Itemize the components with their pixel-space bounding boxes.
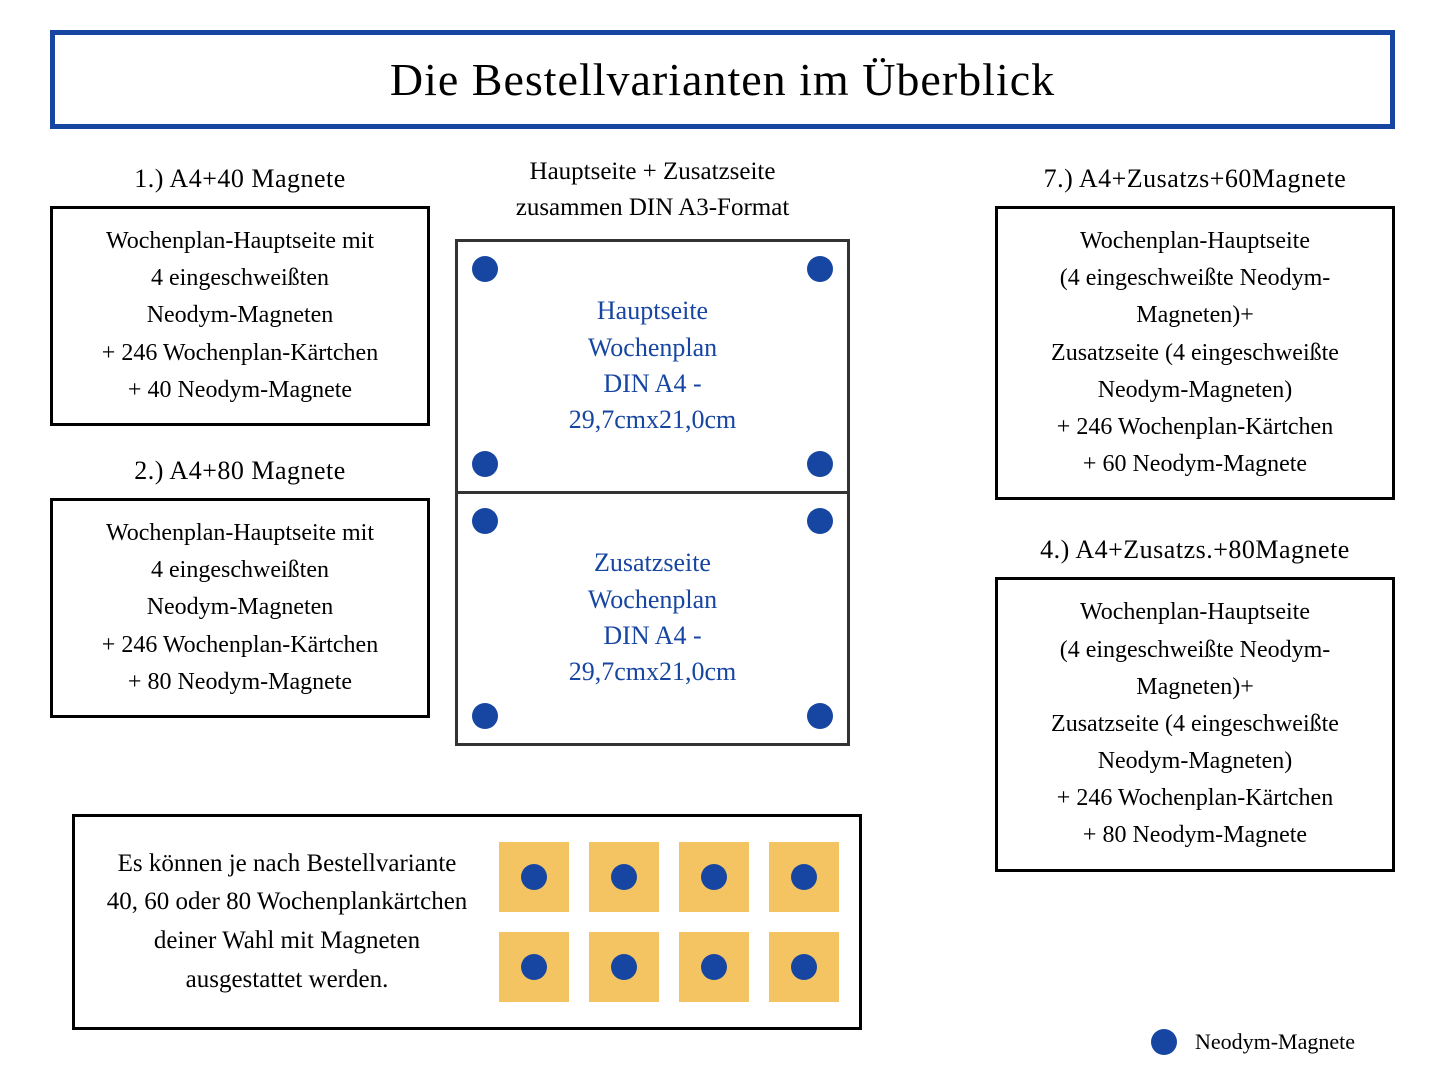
title-box: Die Bestellvarianten im Überblick (50, 30, 1395, 129)
magnet-dot-icon (1151, 1029, 1177, 1055)
hauptseite-box: Hauptseite Wochenplan DIN A4 - 29,7cmx21… (455, 239, 850, 494)
option-7-box: Wochenplan-Hauptseite (4 eingeschweißte … (995, 206, 1395, 500)
option-7-title: 7.) A4+Zusatzs+60Magnete (995, 164, 1395, 194)
legend: Neodym-Magnete (1151, 1029, 1355, 1055)
page-label: Zusatzseite Wochenplan DIN A4 - 29,7cmx2… (569, 545, 737, 691)
text-line: + 80 Neodym-Magnete (1016, 817, 1374, 854)
magnet-dot-icon (807, 256, 833, 282)
card-item (769, 932, 839, 1002)
magnet-dot-icon (791, 864, 817, 890)
text-line: 4 eingeschweißten (71, 260, 409, 297)
text-line: Hauptseite (569, 293, 737, 329)
bottom-text: Es können je nach Bestellvariante 40, 60… (95, 845, 479, 1000)
text-line: 29,7cmx21,0cm (569, 654, 737, 690)
text-line: Neodym-Magneten (71, 589, 409, 626)
option-1-box: Wochenplan-Hauptseite mit 4 eingeschweiß… (50, 206, 430, 426)
option-1: 1.) A4+40 Magnete Wochenplan-Hauptseite … (50, 164, 430, 426)
text-line: (4 eingeschweißte Neodym- (1016, 632, 1374, 669)
text-line: Es können je nach Bestellvariante (95, 845, 479, 884)
magnet-dot-icon (521, 864, 547, 890)
text-line: ausgestattet werden. (95, 961, 479, 1000)
text-line: Wochenplan-Hauptseite mit (71, 223, 409, 260)
option-4-box: Wochenplan-Hauptseite (4 eingeschweißte … (995, 577, 1395, 871)
card-item (679, 932, 749, 1002)
legend-label: Neodym-Magnete (1195, 1029, 1355, 1055)
text-line: + 60 Neodym-Magnete (1016, 446, 1374, 483)
right-column: 7.) A4+Zusatzs+60Magnete Wochenplan-Haup… (995, 164, 1395, 872)
text-line: + 246 Wochenplan-Kärtchen (71, 627, 409, 664)
page-title: Die Bestellvarianten im Überblick (85, 53, 1360, 106)
text-line: Wochenplan-Hauptseite (1016, 594, 1374, 631)
card-item (499, 932, 569, 1002)
text-line: 40, 60 oder 80 Wochenplankärtchen (95, 883, 479, 922)
card-item (589, 932, 659, 1002)
card-item (769, 842, 839, 912)
card-item (589, 842, 659, 912)
text-line: Wochenplan (569, 582, 737, 618)
text-line: zusammen DIN A3-Format (455, 190, 850, 226)
text-line: Zusatzseite (4 eingeschweißte (1016, 706, 1374, 743)
bottom-info-box: Es können je nach Bestellvariante 40, 60… (72, 814, 862, 1030)
option-2-title: 2.) A4+80 Magnete (50, 456, 430, 486)
magnet-dot-icon (701, 954, 727, 980)
magnet-dot-icon (472, 256, 498, 282)
text-line: Wochenplan (569, 330, 737, 366)
text-line: Neodym-Magneten) (1016, 743, 1374, 780)
magnet-dot-icon (807, 451, 833, 477)
card-grid (499, 842, 839, 1002)
text-line: + 80 Neodym-Magnete (71, 664, 409, 701)
center-column: Hauptseite + Zusatzseite zusammen DIN A3… (455, 154, 850, 746)
text-line: Magneten)+ (1016, 297, 1374, 334)
main-grid: 1.) A4+40 Magnete Wochenplan-Hauptseite … (50, 154, 1395, 1074)
option-7: 7.) A4+Zusatzs+60Magnete Wochenplan-Haup… (995, 164, 1395, 500)
text-line: Zusatzseite (4 eingeschweißte (1016, 335, 1374, 372)
text-line: Magneten)+ (1016, 669, 1374, 706)
magnet-dot-icon (472, 451, 498, 477)
text-line: Wochenplan-Hauptseite mit (71, 515, 409, 552)
left-column: 1.) A4+40 Magnete Wochenplan-Hauptseite … (50, 164, 430, 718)
text-line: DIN A4 - (569, 366, 737, 402)
text-line: + 40 Neodym-Magnete (71, 372, 409, 409)
text-line: Neodym-Magneten (71, 297, 409, 334)
option-4: 4.) A4+Zusatzs.+80Magnete Wochenplan-Hau… (995, 535, 1395, 871)
text-line: Zusatzseite (569, 545, 737, 581)
text-line: + 246 Wochenplan-Kärtchen (71, 335, 409, 372)
text-line: 4 eingeschweißten (71, 552, 409, 589)
text-line: DIN A4 - (569, 618, 737, 654)
center-subtitle: Hauptseite + Zusatzseite zusammen DIN A3… (455, 154, 850, 227)
card-item (679, 842, 749, 912)
text-line: Hauptseite + Zusatzseite (455, 154, 850, 190)
magnet-dot-icon (611, 954, 637, 980)
page-label: Hauptseite Wochenplan DIN A4 - 29,7cmx21… (569, 293, 737, 439)
magnet-dot-icon (472, 508, 498, 534)
text-line: + 246 Wochenplan-Kärtchen (1016, 409, 1374, 446)
option-4-title: 4.) A4+Zusatzs.+80Magnete (995, 535, 1395, 565)
option-1-title: 1.) A4+40 Magnete (50, 164, 430, 194)
option-2-box: Wochenplan-Hauptseite mit 4 eingeschweiß… (50, 498, 430, 718)
magnet-dot-icon (791, 954, 817, 980)
text-line: + 246 Wochenplan-Kärtchen (1016, 780, 1374, 817)
card-item (499, 842, 569, 912)
magnet-dot-icon (701, 864, 727, 890)
magnet-dot-icon (807, 703, 833, 729)
text-line: deiner Wahl mit Magneten (95, 922, 479, 961)
zusatzseite-box: Zusatzseite Wochenplan DIN A4 - 29,7cmx2… (455, 491, 850, 746)
text-line: 29,7cmx21,0cm (569, 402, 737, 438)
magnet-dot-icon (611, 864, 637, 890)
text-line: (4 eingeschweißte Neodym- (1016, 260, 1374, 297)
text-line: Wochenplan-Hauptseite (1016, 223, 1374, 260)
option-2: 2.) A4+80 Magnete Wochenplan-Hauptseite … (50, 456, 430, 718)
magnet-dot-icon (807, 508, 833, 534)
magnet-dot-icon (521, 954, 547, 980)
text-line: Neodym-Magneten) (1016, 372, 1374, 409)
magnet-dot-icon (472, 703, 498, 729)
